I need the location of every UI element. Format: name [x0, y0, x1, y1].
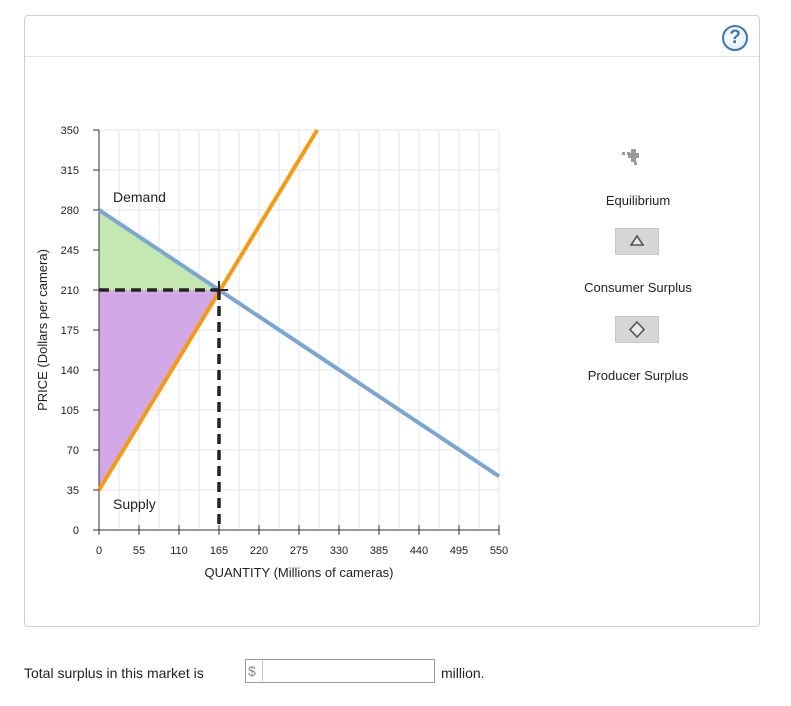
total-surplus-field: $	[245, 659, 435, 683]
equilibrium-label: Equilibrium	[605, 193, 671, 208]
y-tick-label: 0	[73, 525, 79, 537]
demand-curve	[97, 208, 501, 478]
y-tick-label: 280	[61, 205, 79, 217]
x-tick-label: 275	[290, 545, 308, 557]
question-prefix: Total surplus in this market is	[24, 665, 204, 681]
supply-curve-label: Supply	[113, 496, 156, 512]
y-tick-label: 315	[61, 165, 79, 177]
x-tick-label: 330	[330, 545, 348, 557]
total-surplus-input[interactable]	[262, 661, 430, 681]
consumer-surplus-label: Consumer Surplus	[584, 280, 692, 295]
y-tick-label: 175	[61, 325, 79, 337]
currency-symbol: $	[248, 663, 256, 679]
x-tick-label: 220	[250, 545, 268, 557]
producer-surplus-tool-button[interactable]	[615, 316, 659, 343]
demand-curve-label: Demand	[113, 189, 166, 205]
help-icon[interactable]: ?	[722, 25, 748, 51]
axes	[93, 129, 500, 535]
x-tick-label: 55	[133, 545, 145, 557]
x-tick-label: 165	[210, 545, 228, 557]
consumer-surplus-tool-button[interactable]	[615, 228, 659, 255]
equilibrium-layer	[99, 281, 228, 530]
y-tick-label: 210	[61, 285, 79, 297]
x-tick-label: 0	[96, 545, 102, 557]
supply-curve	[97, 128, 319, 492]
y-tick-label: 350	[61, 125, 79, 137]
x-tick-label: 550	[490, 545, 508, 557]
x-tick-label: 110	[170, 545, 188, 557]
y-tick-label: 35	[67, 485, 79, 497]
x-tick-label: 440	[410, 545, 428, 557]
y-tick-label: 70	[67, 445, 79, 457]
producer-surplus-label: Producer Surplus	[587, 368, 689, 383]
equilibrium-tool-icon[interactable]	[622, 149, 639, 165]
y-tick-label: 105	[61, 405, 79, 417]
y-axis-title: PRICE (Dollars per camera)	[35, 249, 50, 411]
x-tick-label: 495	[450, 545, 468, 557]
x-tick-label: 385	[370, 545, 388, 557]
x-axis-title: QUANTITY (Millions of cameras)	[204, 565, 393, 580]
y-tick-label: 245	[61, 245, 79, 257]
triangle-icon	[629, 234, 645, 246]
curves	[97, 128, 501, 492]
y-tick-label: 140	[61, 365, 79, 377]
diamond-icon	[628, 320, 646, 339]
question-suffix: million.	[441, 665, 485, 681]
tick-labels: 0 35 70 105 140 175 210 245 280 315 350 0 55 110 165 22…	[61, 125, 509, 557]
panel-header	[25, 16, 759, 57]
